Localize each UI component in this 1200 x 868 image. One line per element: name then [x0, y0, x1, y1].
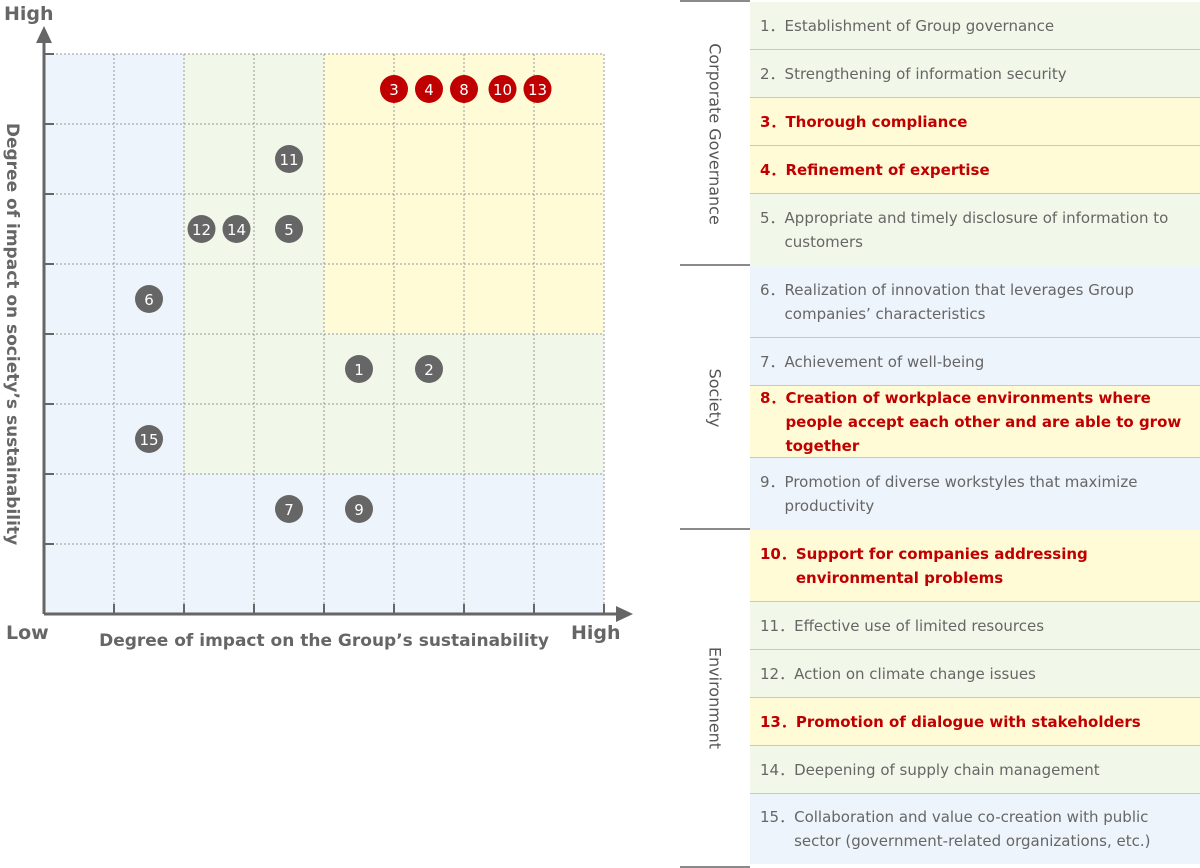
list-item: 1． Establishment of Group governance — [750, 2, 1200, 50]
list-item-highlighted: 8． Creation of workplace environments whe… — [750, 386, 1200, 458]
marker-circle — [187, 215, 216, 243]
marker-label: 1 — [354, 361, 364, 379]
list-item-highlighted: 10． Support for companies addressing envi… — [750, 530, 1200, 602]
marker-circle — [275, 215, 303, 243]
marker-circle — [135, 285, 163, 313]
marker-circle — [415, 75, 443, 103]
category-corporate-governance: Corporate Governance — [680, 0, 750, 266]
y-axis-title: Degree of impact on society’s sustainabi… — [2, 122, 22, 546]
list-item: 14． Deepening of supply chain management — [750, 746, 1200, 794]
marker-circle — [222, 215, 251, 243]
list-item-highlighted: 3． Thorough compliance — [750, 98, 1200, 146]
category-title: Environment — [705, 646, 725, 750]
marker-circle — [415, 355, 443, 383]
y-axis-arrow — [36, 26, 52, 43]
list-item: 9． Promotion of diverse workstyles that m… — [750, 458, 1200, 530]
marker-circle — [135, 425, 163, 453]
x-axis-arrow — [616, 606, 633, 622]
marker-label: 4 — [424, 81, 434, 99]
marker-label: 6 — [144, 291, 154, 309]
category-title: Corporate Governance — [705, 43, 725, 225]
materiality-table: Corporate Governance 1． Establishment of … — [680, 0, 1200, 868]
list-item: 11． Effective use of limited resources — [750, 602, 1200, 650]
marker-circle — [488, 75, 517, 103]
materiality-matrix: 3 4 8 10 13 11 12 14 5 6 1 2 15 7 9 High Low High Degr… — [0, 0, 660, 700]
marker-circle — [345, 495, 373, 523]
list-item: 5． Appropriate and timely disclosure of i… — [750, 194, 1200, 266]
list-item: 2． Strengthening of information security — [750, 50, 1200, 98]
category-environment: Environment — [680, 528, 750, 868]
marker-circle — [523, 75, 552, 103]
marker-label: 7 — [284, 501, 294, 519]
marker-label: 5 — [284, 221, 294, 239]
marker-circle — [275, 495, 303, 523]
marker-circle — [450, 75, 478, 103]
marker-label: 12 — [192, 221, 211, 239]
category-title: Society — [705, 368, 725, 428]
marker-label: 3 — [389, 81, 399, 99]
x-axis-high-label: High — [571, 622, 621, 644]
marker-label: 9 — [354, 501, 364, 519]
list-item: 6． Realization of innovation that leverag… — [750, 266, 1200, 338]
x-axis-title: Degree of impact on the Group’s sustaina… — [99, 631, 549, 651]
category-society: Society — [680, 264, 750, 530]
marker-label: 15 — [139, 431, 158, 449]
list-item: 15． Collaboration and value co-creation w… — [750, 794, 1200, 864]
marker-label: 8 — [459, 81, 469, 99]
list-item-highlighted: 4． Refinement of expertise — [750, 146, 1200, 194]
marker-label: 14 — [227, 221, 246, 239]
marker-label: 13 — [528, 81, 547, 99]
marker-circle — [275, 145, 303, 173]
marker-label: 2 — [424, 361, 434, 379]
x-axis-low-label: Low — [6, 622, 49, 644]
list-item: 7． Achievement of well-being — [750, 338, 1200, 386]
y-axis-high-label: High — [4, 3, 54, 25]
list-item: 12． Action on climate change issues — [750, 650, 1200, 698]
list-item-highlighted: 13． Promotion of dialogue with stakeholde… — [750, 698, 1200, 746]
marker-circle — [380, 75, 408, 103]
marker-circle — [345, 355, 373, 383]
marker-label: 11 — [279, 151, 298, 169]
marker-label: 10 — [493, 81, 512, 99]
